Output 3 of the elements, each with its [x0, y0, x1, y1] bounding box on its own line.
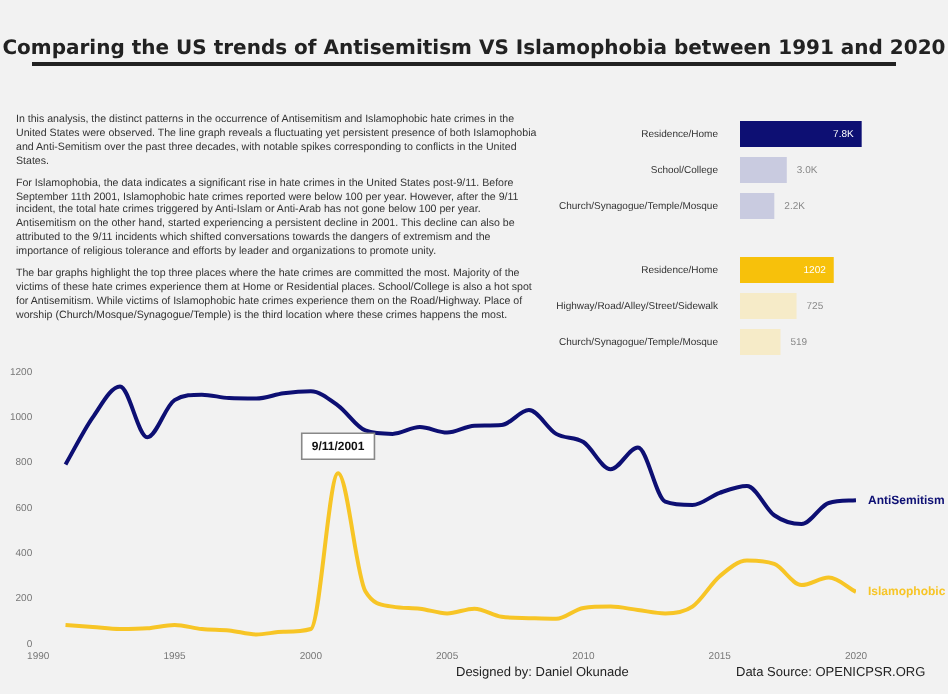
line-series: [63, 471, 856, 637]
line-series: [63, 384, 856, 527]
text: Comparing the US trends of Antisemitism VS Islamophobia between 1991 and 2020: [0, 38, 948, 60]
